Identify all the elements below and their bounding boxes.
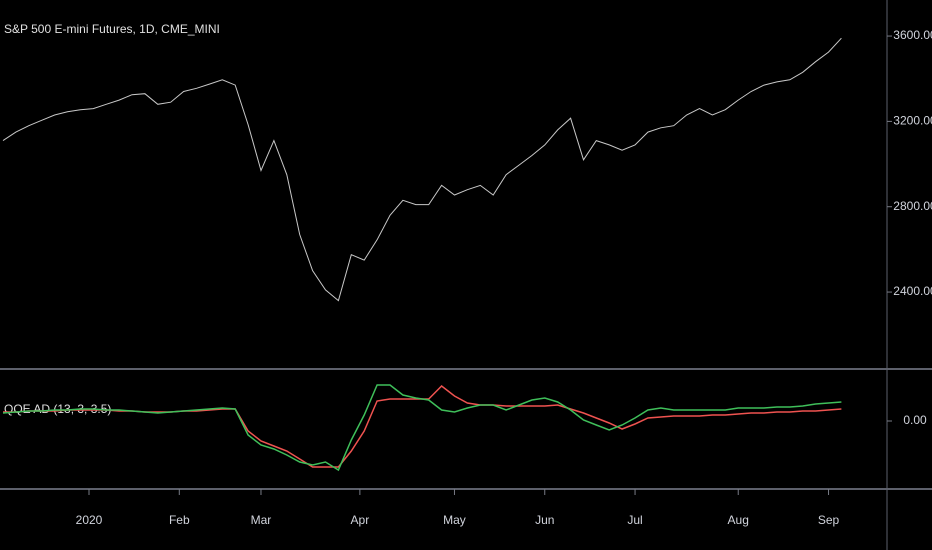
x-tick-label: 2020: [76, 513, 103, 527]
x-tick-label: Jun: [535, 513, 554, 527]
y-tick-label: 2800.00: [893, 199, 932, 213]
x-tick-label: Aug: [728, 513, 749, 527]
x-tick-label: Mar: [251, 513, 272, 527]
pane-title: S&P 500 E-mini Futures, 1D, CME_MINI: [4, 22, 220, 36]
x-tick-label: Feb: [169, 513, 190, 527]
y-tick-label: 3200.00: [893, 114, 932, 128]
x-tick-label: Jul: [627, 513, 642, 527]
y-tick-label: 3600.00: [893, 28, 932, 42]
series-line: [3, 385, 842, 468]
x-tick-label: May: [443, 513, 466, 527]
x-tick-label: Apr: [351, 513, 370, 527]
series-line: [2, 384, 842, 472]
y-tick-label: 2400.00: [893, 284, 932, 298]
pane-title: QQE AD (13, 3, 3.5): [4, 402, 111, 416]
x-tick-label: Sep: [818, 513, 840, 527]
y-tick-label: 0.00: [903, 413, 927, 427]
series-line: [2, 37, 842, 302]
